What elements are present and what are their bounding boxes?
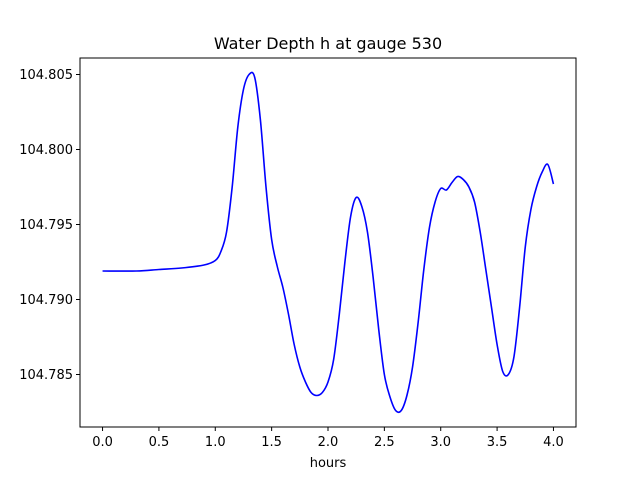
series-line-0 (102, 71, 555, 414)
x-axis-label: hours (310, 456, 347, 471)
y-tick-label: 104.795 (19, 218, 73, 233)
y-tick-label: 104.800 (19, 143, 73, 158)
series-layer (102, 71, 555, 414)
y-tick-label: 104.805 (19, 68, 73, 83)
x-tick-label: 1.0 (205, 435, 226, 450)
x-tick-label: 0.0 (92, 435, 113, 450)
y-axis-ticks: 104.785 104.790 104.795 104.800 104.805 (19, 68, 80, 383)
y-tick-label: 104.785 (19, 368, 73, 383)
x-tick-label: 3.0 (430, 435, 451, 450)
x-axis-ticks: 0.0 0.5 1.0 1.5 2.0 2.5 3.0 3.5 4.0 (92, 427, 564, 450)
plot-frame (79, 57, 577, 428)
x-tick-label: 2.0 (318, 435, 339, 450)
x-tick-label: 1.5 (261, 435, 282, 450)
chart-title: Water Depth h at gauge 530 (214, 34, 442, 53)
x-tick-label: 0.5 (149, 435, 170, 450)
x-tick-label: 4.0 (543, 435, 564, 450)
x-tick-label: 2.5 (374, 435, 395, 450)
y-tick-label: 104.790 (19, 293, 73, 308)
x-tick-label: 3.5 (487, 435, 508, 450)
